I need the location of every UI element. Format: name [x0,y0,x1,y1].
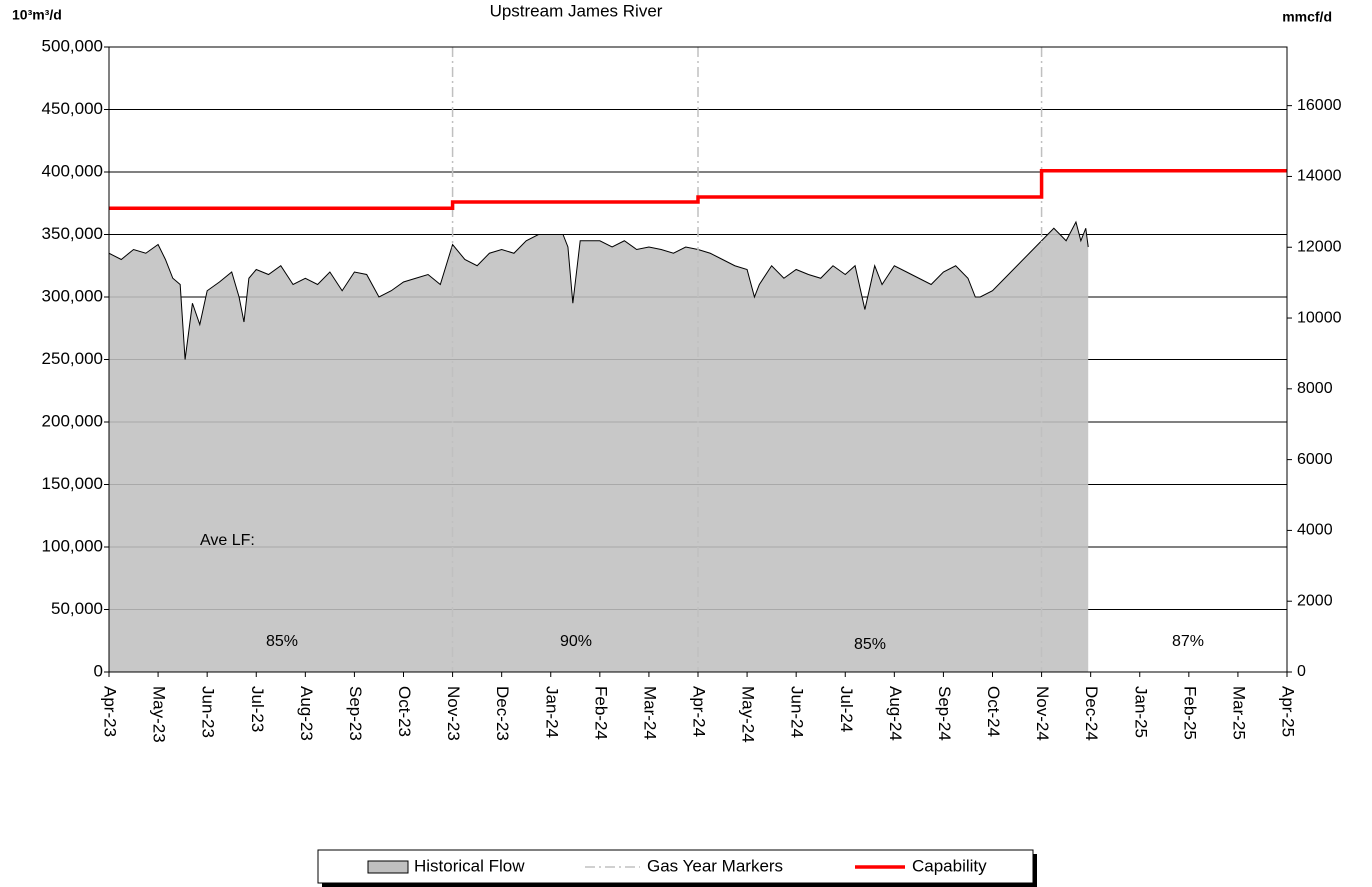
y-tick-label: 250,000 [42,349,103,368]
x-tick-label: Jan-24 [542,686,561,738]
flow-area [109,222,1089,672]
x-tick-label: Mar-25 [1229,686,1248,740]
x-tick-label: Mar-24 [640,686,659,740]
annotation: 87% [1172,633,1204,650]
annotation: 90% [560,633,592,650]
y2-tick-label: 12000 [1297,238,1342,255]
legend-label: Historical Flow [414,856,525,875]
y2-tick-label: 14000 [1297,168,1342,185]
y-tick-label: 500,000 [42,36,103,55]
annotation: 85% [266,633,298,650]
y2-tick-label: 6000 [1297,451,1333,468]
x-tick-label: May-23 [150,686,169,743]
x-tick-label: Nov-23 [444,686,463,741]
y2-axis-label: mmcf/d [1282,9,1332,25]
x-tick-label: Nov-24 [1033,686,1052,741]
x-tick-label: Aug-24 [886,686,905,741]
x-tick-label: Jun-24 [788,686,807,738]
x-tick-label: May-24 [739,686,758,743]
x-tick-label: Feb-25 [1180,686,1199,740]
legend-label: Gas Year Markers [647,856,783,875]
y2-tick-label: 4000 [1297,522,1333,539]
y-axis-label: 10³m³/d [12,7,62,23]
y2-tick-label: 0 [1297,663,1306,680]
x-tick-label: Jun-23 [199,686,218,738]
legend-swatch [367,860,409,874]
y-tick-label: 50,000 [51,599,103,618]
x-tick-label: Sep-23 [346,686,365,741]
x-tick-label: Dec-23 [493,686,512,741]
x-tick-label: Jul-23 [248,686,267,732]
x-tick-label: Feb-24 [591,686,610,740]
x-tick-label: Jul-24 [837,686,856,732]
y-tick-label: 200,000 [42,411,103,430]
x-tick-label: Jan-25 [1131,686,1150,738]
y2-tick-label: 16000 [1297,97,1342,114]
x-tick-label: Apr-25 [1279,686,1298,737]
x-tick-label: Oct-23 [395,686,414,737]
flow-line [108,220,1089,360]
chart-title: Upstream James River [490,1,663,20]
legend-label: Capability [912,856,987,875]
y-tick-label: 0 [94,661,103,680]
y2-tick-label: 8000 [1297,380,1333,397]
x-tick-label: Apr-23 [101,686,120,737]
y2-tick-label: 2000 [1297,592,1333,609]
x-tick-label: Oct-24 [984,686,1003,737]
annotation: 85% [854,636,886,653]
y-tick-label: 150,000 [42,474,103,493]
x-tick-label: Sep-24 [935,686,954,741]
x-tick-label: Aug-23 [297,686,316,741]
y-tick-label: 350,000 [42,224,103,243]
y2-tick-label: 10000 [1297,309,1342,326]
x-tick-label: Dec-24 [1082,686,1101,741]
y-tick-label: 450,000 [42,99,103,118]
y-tick-label: 400,000 [42,161,103,180]
y-tick-label: 300,000 [42,286,103,305]
capability-line [109,169,1287,210]
y-tick-label: 100,000 [42,536,103,555]
x-tick-label: Apr-24 [690,686,709,737]
annotation: Ave LF: [200,532,255,549]
legend-box [317,849,1034,884]
